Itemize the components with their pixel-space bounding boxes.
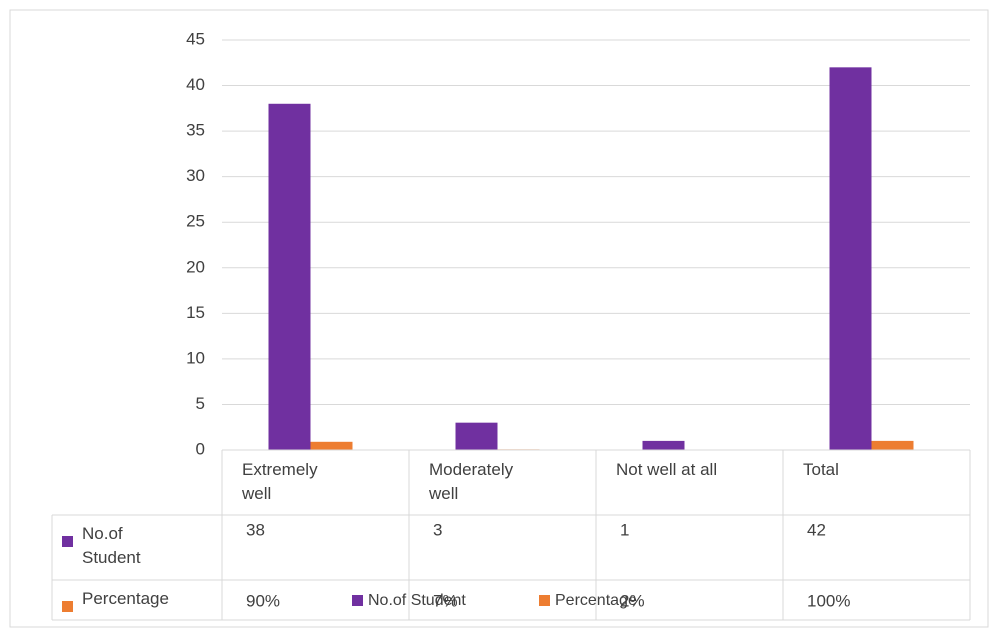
row-label: No.of Student: [82, 524, 141, 567]
y-tick-label: 40: [186, 75, 205, 94]
table-value: 1: [620, 520, 629, 539]
legend-label: No.of Student: [368, 592, 466, 609]
bar: [871, 440, 914, 450]
legend-swatch: [352, 595, 363, 606]
x-tick-label: Extremely well: [241, 460, 318, 503]
y-tick-label: 25: [186, 212, 205, 231]
y-tick-label: 20: [186, 257, 205, 276]
table-legend-key: [62, 536, 73, 547]
bar: [642, 440, 685, 450]
row-label: Percentage: [82, 589, 169, 608]
y-tick-label: 10: [186, 348, 205, 367]
table-value: 38: [246, 520, 265, 539]
table-value: 42: [807, 520, 826, 539]
legend-swatch: [539, 595, 550, 606]
chart-area: [9, 9, 989, 628]
table-legend-key: [62, 601, 73, 612]
bar: [268, 103, 311, 451]
legend-label: Percentage: [555, 592, 637, 609]
y-tick-label: 5: [196, 394, 205, 413]
table-value: 7%: [433, 591, 458, 610]
y-tick-label: 45: [186, 29, 205, 48]
x-tick-label: Total: [803, 460, 839, 479]
bar: [829, 67, 872, 450]
table-value: 3: [433, 520, 442, 539]
table-value: 90%: [246, 591, 280, 610]
table-value: 100%: [807, 591, 850, 610]
y-tick-label: 35: [186, 121, 205, 140]
x-tick-label: Not well at all: [616, 460, 717, 479]
y-tick-label: 15: [186, 303, 205, 322]
table-value: 2%: [620, 591, 645, 610]
x-tick-label: Moderately well: [428, 460, 514, 503]
y-tick-label: 30: [186, 166, 205, 185]
y-tick-label: 0: [196, 439, 205, 458]
bar: [455, 422, 498, 450]
bar: [310, 441, 353, 450]
